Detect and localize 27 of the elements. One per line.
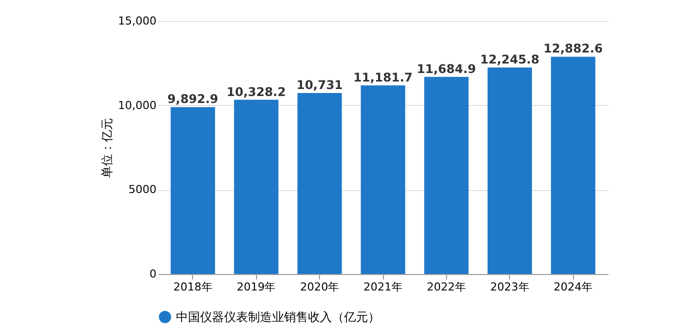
bar xyxy=(360,85,406,274)
y-axis-title: 单位：亿元 xyxy=(100,118,114,178)
text: 12,245.8 xyxy=(480,52,540,66)
x-tick-label: 2020年 xyxy=(300,280,340,294)
y-tick-label: 10,000 xyxy=(118,98,156,112)
y-tick-label: 0 xyxy=(150,268,156,280)
bar xyxy=(424,76,469,274)
text: 9,892.9 xyxy=(167,92,218,106)
x-tick-label: 2018年 xyxy=(173,280,212,294)
legend-label: 中国仪器仪表制造业销售收入（亿元） xyxy=(176,310,380,324)
text: 11,684.9 xyxy=(416,62,476,76)
bar xyxy=(488,67,532,274)
text: 11,181.7 xyxy=(353,70,413,84)
x-tick-label: 2021年 xyxy=(364,280,402,294)
text: 10,731 xyxy=(296,78,343,92)
bar xyxy=(550,56,596,274)
text: 12,882.6 xyxy=(544,42,603,56)
x-tick-label: 2019年 xyxy=(236,280,276,294)
y-tick-label: 5000 xyxy=(128,183,156,196)
bar xyxy=(234,100,278,274)
x-tick-label: 2024年 xyxy=(554,280,593,294)
bar xyxy=(170,107,216,274)
y-tick-label: 15,000 xyxy=(118,14,156,28)
bar xyxy=(297,93,342,274)
text: 10,328.2 xyxy=(226,84,286,99)
x-tick-label: 2022年 xyxy=(426,280,466,294)
x-tick-label: 2023年 xyxy=(490,280,530,294)
